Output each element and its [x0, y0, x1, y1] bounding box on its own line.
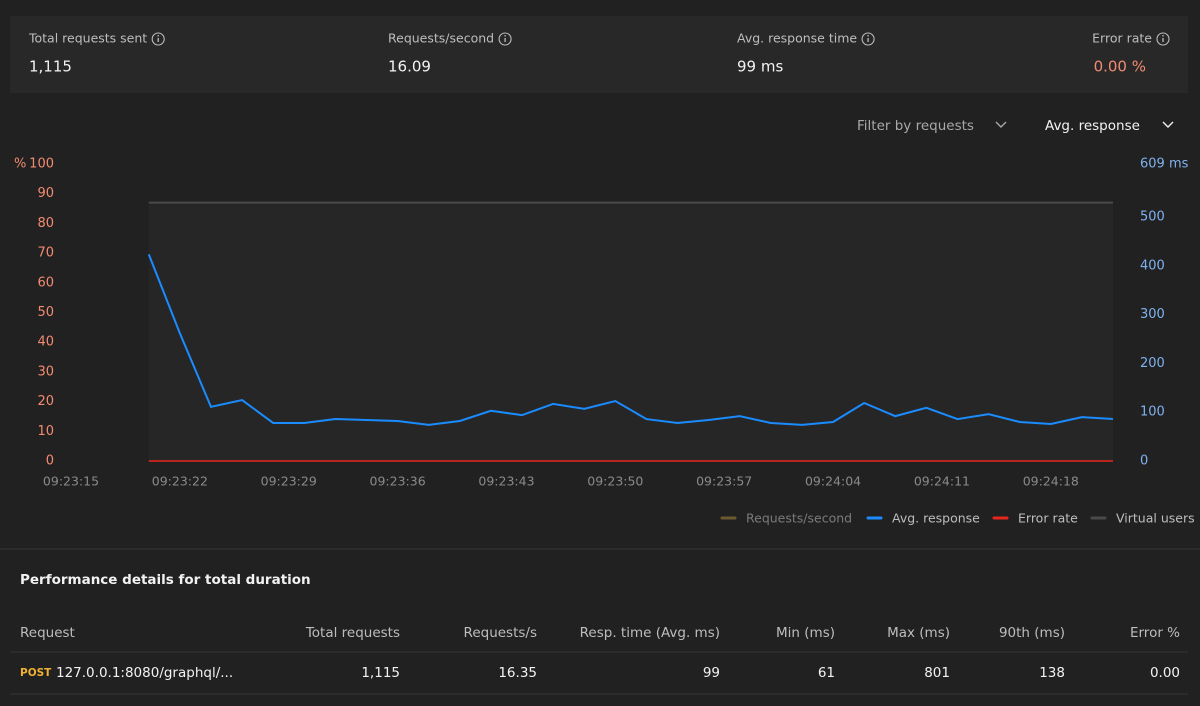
- stats-panel: [10, 16, 1188, 93]
- info-icon[interactable]: [861, 32, 875, 46]
- series-line: [147, 253, 1114, 426]
- x-tick-label: 09:24:04: [805, 474, 861, 489]
- y-tick-label: 40: [37, 335, 54, 350]
- details-title: Performance details for total duration: [20, 572, 311, 588]
- x-tick-label: 09:23:36: [370, 474, 426, 489]
- x-tick-label: 09:24:11: [914, 474, 970, 489]
- y-tick-label: 10: [37, 424, 54, 439]
- table-cell: 801: [924, 665, 950, 681]
- info-icon[interactable]: [151, 32, 165, 46]
- legend-entry[interactable]: Requests/second: [746, 511, 852, 526]
- table-cell: 0.00: [1150, 665, 1180, 681]
- stat-value: 1,115: [29, 58, 72, 76]
- stat-label: Error rate: [1092, 31, 1152, 46]
- column-header: Error %: [1130, 625, 1180, 641]
- y-tick-label: 80: [37, 216, 54, 231]
- filter-dropdown[interactable]: Avg. response: [1045, 118, 1140, 134]
- legend-entry[interactable]: Virtual users: [1116, 511, 1195, 526]
- stat-value: 99 ms: [737, 58, 783, 76]
- column-header: Max (ms): [887, 625, 950, 641]
- filter-dropdown[interactable]: Filter by requests: [857, 118, 974, 134]
- y-tick-label: 30: [37, 364, 54, 379]
- legend-entry[interactable]: Error rate: [1018, 511, 1078, 526]
- stat-label: Requests/second: [388, 31, 494, 46]
- y-tick-label: 100: [29, 157, 54, 172]
- info-icon[interactable]: [1156, 32, 1170, 46]
- y2-tick-label: 0: [1140, 454, 1148, 469]
- table-cell: 99: [703, 665, 720, 681]
- x-tick-label: 09:23:29: [261, 474, 317, 489]
- x-tick-label: 09:23:15: [43, 474, 99, 489]
- x-tick-label: 09:23:57: [696, 474, 752, 489]
- area: [148, 202, 1113, 462]
- info-icon-dot: [1162, 35, 1164, 37]
- y2-tick-label: 609 ms: [1140, 157, 1189, 172]
- table-cell: 16.35: [498, 665, 537, 681]
- table-cell: 138: [1039, 665, 1065, 681]
- table-cell: 1,115: [361, 665, 400, 681]
- stat-value: 16.09: [388, 58, 431, 76]
- stat-value: 0.00 %: [1094, 58, 1146, 76]
- info-icon-dot: [504, 35, 506, 37]
- x-tick-label: 09:23:43: [478, 474, 534, 489]
- info-icon-dot: [867, 35, 869, 37]
- x-tick-label: 09:24:18: [1023, 474, 1079, 489]
- column-header: 90th (ms): [999, 625, 1065, 641]
- chevron: [995, 121, 1007, 128]
- column-header: Request: [20, 625, 75, 641]
- y-tick-label: 90: [37, 186, 54, 201]
- http-method: POST: [20, 667, 52, 679]
- y-tick-label: 20: [37, 394, 54, 409]
- y-tick-label: 60: [37, 275, 54, 290]
- y2-tick-label: 500: [1140, 210, 1165, 225]
- column-header: Requests/s: [464, 625, 537, 641]
- y2-tick-label: 400: [1140, 258, 1165, 273]
- table-cell: 61: [818, 665, 835, 681]
- table-cell: 127.0.0.1:8080/graphql/...: [56, 665, 233, 681]
- y-tick-label: 0: [46, 454, 54, 469]
- stat-label: Avg. response time: [737, 31, 857, 46]
- chevron: [1162, 121, 1174, 128]
- info-icon-dot: [157, 35, 160, 37]
- y2-tick-label: 300: [1140, 307, 1165, 322]
- column-header: Resp. time (Avg. ms): [580, 625, 720, 641]
- column-header: Min (ms): [776, 625, 835, 641]
- stat-label: Total requests sent: [28, 31, 147, 46]
- y2-tick-label: 100: [1140, 405, 1165, 420]
- y2-tick-label: 200: [1140, 356, 1165, 371]
- y-tick-label: 70: [37, 246, 54, 261]
- x-tick-label: 09:23:22: [152, 474, 208, 489]
- y-tick-label: 50: [37, 305, 54, 320]
- y-axis-label: %: [14, 157, 26, 172]
- x-tick-label: 09:23:50: [587, 474, 643, 489]
- column-header: Total requests: [305, 625, 400, 641]
- legend-entry[interactable]: Avg. response: [892, 511, 980, 526]
- info-icon[interactable]: [498, 32, 512, 46]
